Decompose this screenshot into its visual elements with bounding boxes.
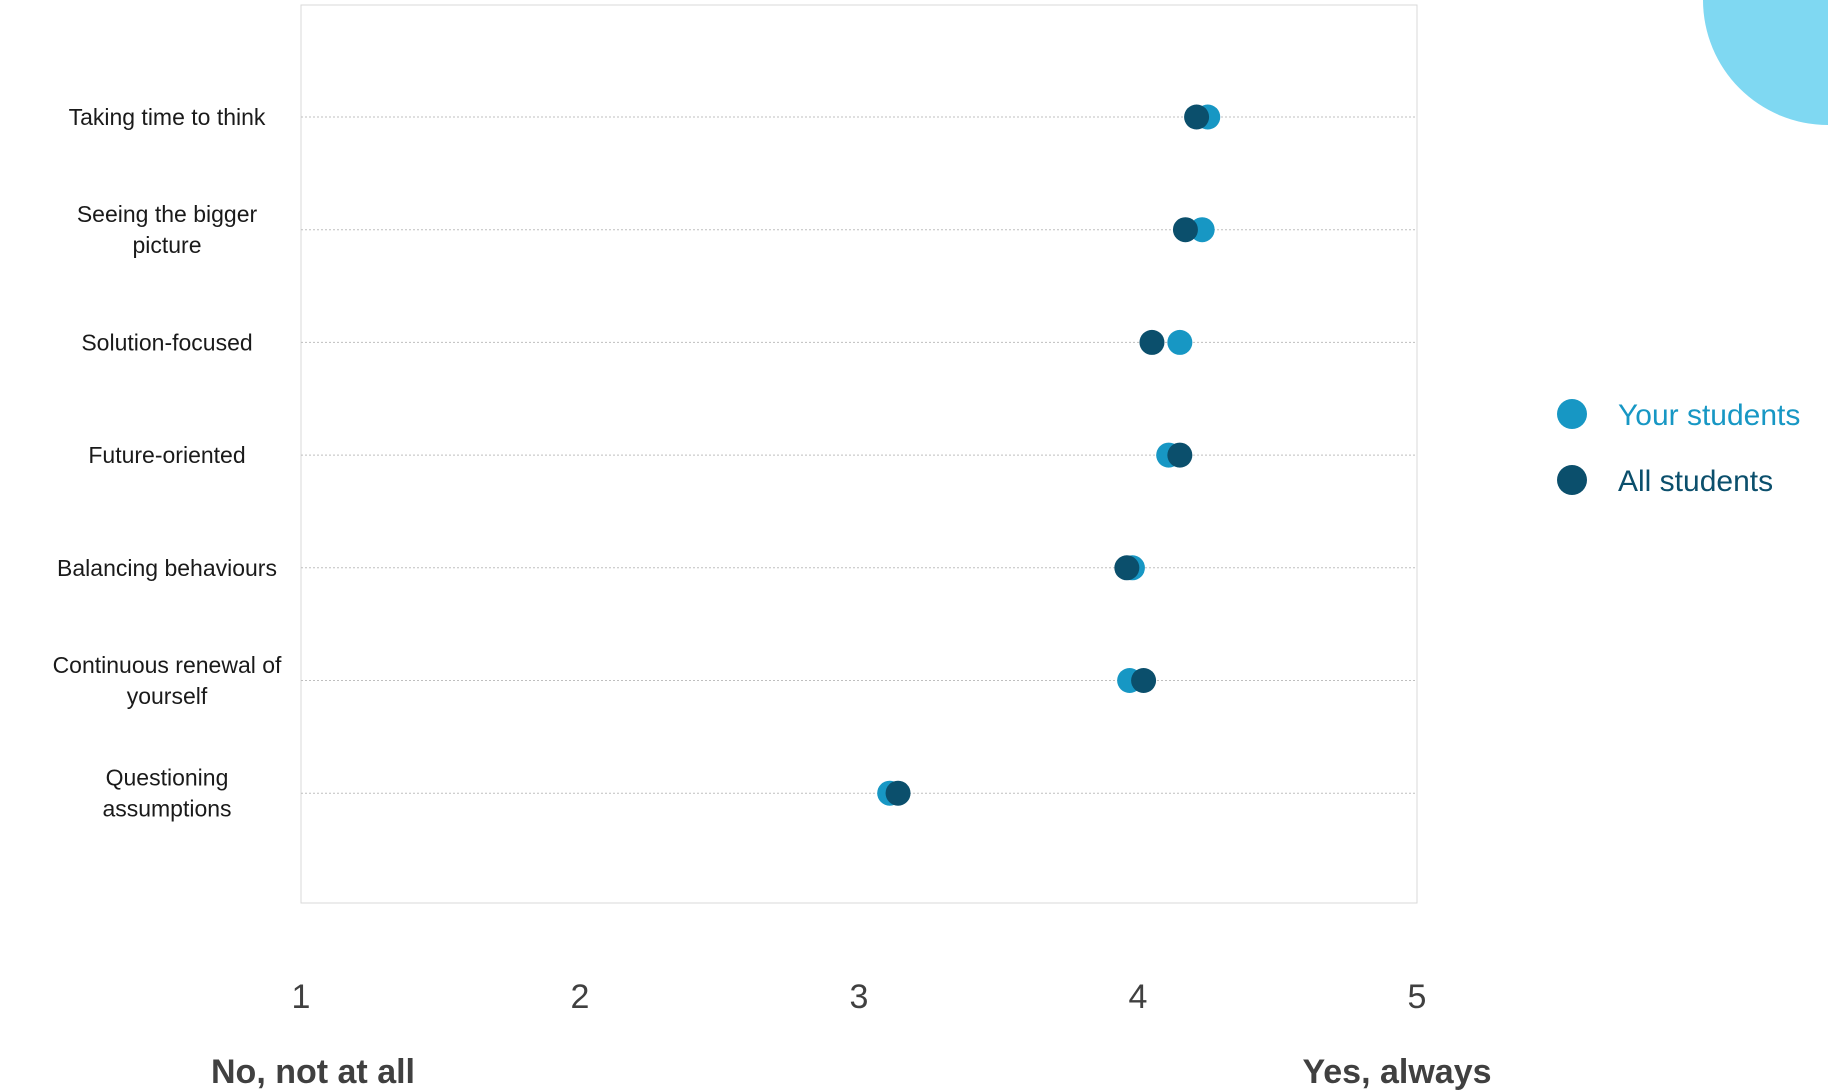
point-all-students [1114,555,1140,581]
legend: Your students All students [1557,399,1800,498]
x-tick-label: 2 [571,978,590,1016]
legend-marker [1557,465,1587,495]
x-axis-ticks: 1 2 3 4 5 [292,978,1427,1016]
category-labels: Taking time to think Seeing the bigger pic… [53,104,282,822]
category-label-line: assumptions [102,796,231,822]
category-label: Future-oriented [88,442,245,468]
data-points [877,104,1221,806]
legend-label: All students [1618,465,1773,498]
point-all-students [1139,329,1165,355]
category-label: Taking time to think [69,104,266,130]
gridlines [301,116,1417,794]
category-label-line: yourself [127,683,208,709]
legend-marker [1557,399,1587,429]
x-tick-label: 1 [292,978,311,1016]
x-tick-label: 5 [1408,978,1427,1016]
plot-area-border [300,4,1418,904]
category-label: Questioning assumptions [102,765,231,822]
point-all-students [1184,104,1210,130]
category-label-line: Continuous renewal of [53,652,282,678]
category-label: Balancing behaviours [57,555,277,581]
x-tick-label: 3 [850,978,869,1016]
point-all-students [1167,442,1193,468]
point-your-students [1167,329,1193,355]
category-label: Continuous renewal of yourself [53,652,282,709]
category-label-line: Taking time to think [69,104,266,130]
category-label-line: picture [132,232,201,258]
x-anchor-low-label: No, not at all [211,1053,415,1091]
point-all-students [1172,217,1198,243]
decorative-corner-circle [1703,0,1828,125]
category-label-line: Solution-focused [81,329,252,355]
point-all-students [1131,668,1157,693]
category-label-line: Future-oriented [88,442,245,468]
category-label-line: Seeing the bigger [77,201,258,227]
point-all-students [885,780,911,806]
category-label: Solution-focused [81,329,252,355]
category-label-line: Balancing behaviours [57,555,277,581]
category-label-line: Questioning [106,765,229,791]
category-label: Seeing the bigger picture [77,201,258,258]
legend-label: Your students [1618,399,1800,432]
x-tick-label: 4 [1129,978,1148,1016]
x-anchor-high-label: Yes, always [1302,1053,1491,1091]
